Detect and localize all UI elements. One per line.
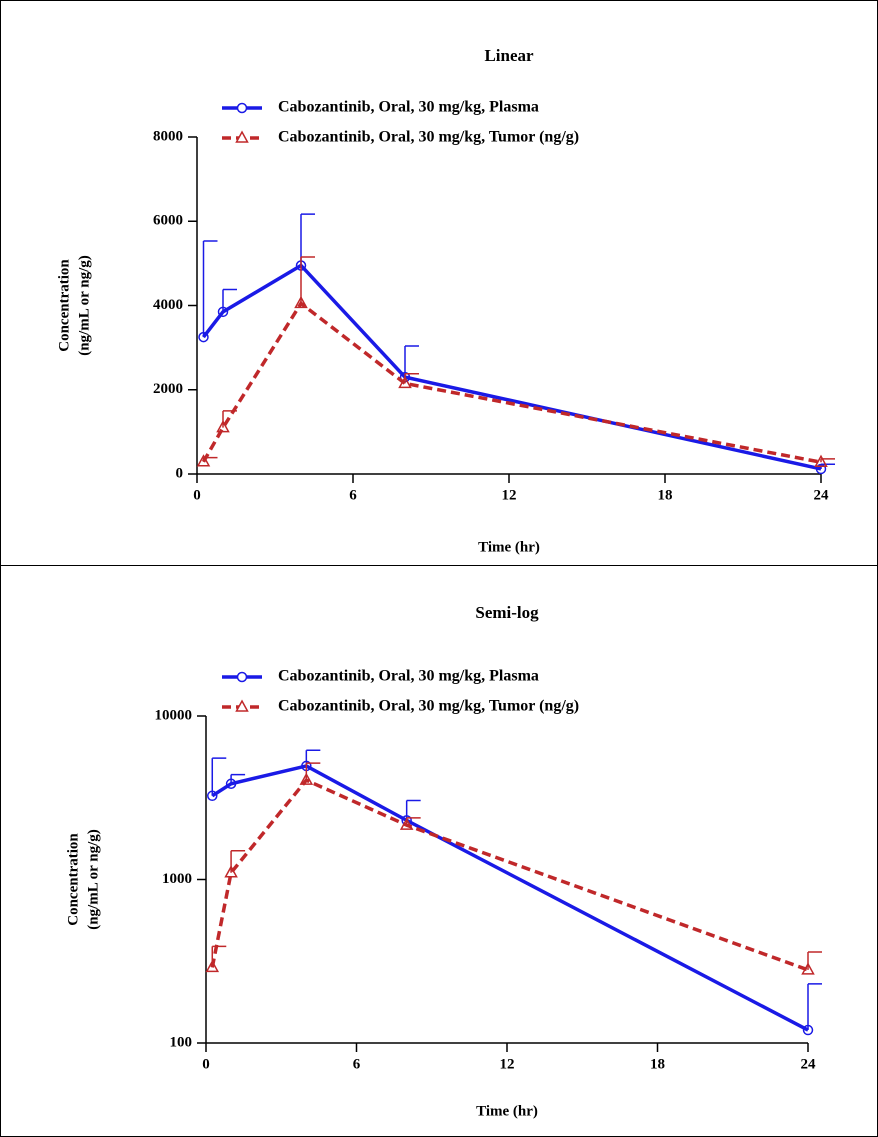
y-axis-label: (ng/mL or ng/g): [85, 829, 101, 930]
x-tick-label: 0: [193, 487, 201, 503]
error-bar: [820, 458, 835, 463]
x-axis-label: Time (hr): [478, 539, 540, 555]
marker: [196, 454, 211, 467]
error-bar: [405, 799, 421, 821]
marker: [299, 772, 314, 785]
legend-marker: [236, 102, 248, 114]
y-tick-label: 2000: [153, 381, 183, 397]
legend-marker: [236, 671, 248, 683]
y-tick-label: 1000: [162, 871, 192, 887]
legend-label: Cabozantinib, Oral, 30 mg/kg, Tumor (ng/…: [278, 129, 579, 146]
marker: [398, 375, 412, 389]
series-line: [211, 764, 809, 1032]
marker: [225, 778, 237, 790]
error-bar: [807, 951, 822, 970]
y-tick-label: 0: [176, 465, 184, 481]
y-axis-label: Concentration: [65, 833, 81, 926]
marker: [198, 331, 209, 343]
error-bar: [305, 762, 321, 781]
error-bar: [211, 945, 227, 968]
legend-label: Cabozantinib, Oral, 30 mg/kg, Tumor (ng/…: [278, 698, 579, 715]
y-tick-label: 8000: [153, 128, 183, 144]
x-tick-label: 24: [801, 1056, 817, 1072]
x-tick-label: 6: [353, 1056, 361, 1072]
series-line: [201, 300, 822, 464]
x-tick-label: 24: [814, 487, 830, 503]
marker: [216, 420, 230, 433]
error-bar: [202, 456, 218, 462]
marker: [217, 306, 229, 318]
marker: [399, 817, 414, 830]
x-tick-label: 12: [500, 1056, 515, 1072]
marker: [224, 865, 238, 878]
x-axis-label: Time (hr): [476, 1103, 538, 1119]
error-bar: [202, 240, 218, 338]
marker: [205, 959, 220, 973]
x-tick-label: 18: [658, 487, 673, 503]
y-tick-label: 4000: [153, 297, 183, 313]
error-bar: [222, 288, 237, 312]
y-tick-label: 10000: [155, 707, 193, 723]
error-bar: [222, 410, 237, 428]
y-tick-label: 100: [170, 1034, 193, 1050]
legend-label: Cabozantinib, Oral, 30 mg/kg, Plasma: [278, 668, 539, 685]
marker: [207, 790, 218, 802]
panel-border: [0, 565, 878, 1137]
marker: [815, 463, 827, 475]
error-bar: [211, 757, 227, 796]
chart-title: Linear: [484, 46, 534, 65]
marker: [814, 454, 828, 467]
x-tick-label: 0: [202, 1056, 210, 1072]
y-axis-label: Concentration: [56, 259, 72, 352]
chart-title: Semi-log: [475, 603, 539, 622]
series-line: [202, 263, 822, 471]
x-tick-label: 6: [349, 487, 357, 503]
legend-marker: [235, 130, 249, 143]
error-bar: [807, 983, 822, 1031]
marker: [802, 1024, 814, 1036]
marker: [294, 295, 308, 309]
marker: [801, 962, 815, 975]
legend-label: Cabozantinib, Oral, 30 mg/kg, Plasma: [278, 99, 539, 116]
error-bar: [300, 256, 315, 304]
y-axis-label: (ng/mL or ng/g): [76, 255, 92, 356]
x-tick-label: 18: [650, 1056, 665, 1072]
error-bar: [230, 849, 246, 873]
y-tick-label: 6000: [153, 213, 183, 229]
x-tick-label: 12: [502, 487, 517, 503]
panel-border: [0, 0, 878, 566]
legend-marker: [235, 699, 249, 712]
